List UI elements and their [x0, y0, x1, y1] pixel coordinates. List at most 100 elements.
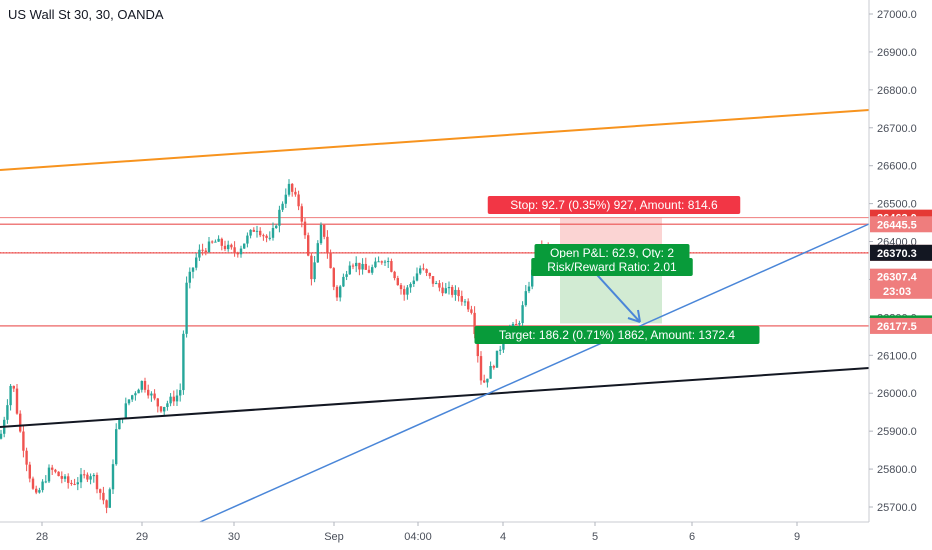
x-tick-label: 4 — [500, 531, 506, 543]
candle-body — [495, 350, 499, 368]
x-tick-label: 6 — [689, 531, 695, 543]
candle-body — [185, 282, 188, 334]
candle-body — [486, 378, 489, 383]
candle-body — [345, 274, 348, 277]
price-tag[interactable] — [870, 317, 932, 334]
candle-body — [60, 476, 63, 479]
countdown-tag — [870, 282, 932, 299]
chart-title: US Wall St 30, 30, OANDA — [8, 7, 164, 22]
candle-body — [227, 244, 230, 250]
candle-body — [153, 393, 156, 399]
candle-body — [470, 309, 473, 313]
candle-body — [294, 191, 297, 195]
y-tick-label: 26600.0 — [877, 161, 917, 173]
candle-body — [457, 289, 460, 297]
candle-body — [217, 238, 220, 242]
pnl-label-group: Open P&L: 62.9, Qty: 2 — [534, 244, 690, 262]
trendlines-layer[interactable] — [0, 109, 870, 523]
candle-body — [303, 221, 307, 236]
candle-body — [38, 490, 41, 493]
candle-body — [252, 229, 255, 232]
x-tick-label: 9 — [794, 531, 800, 543]
candle-body — [182, 333, 185, 391]
candle-body — [310, 255, 313, 280]
candle-body — [438, 283, 441, 288]
candle-body — [156, 398, 159, 407]
y-tick-label: 26700.0 — [877, 123, 917, 135]
candle-body — [131, 395, 134, 400]
candle-body — [527, 286, 531, 292]
candles-layer — [0, 179, 553, 514]
candle-body — [102, 492, 105, 501]
candle-body — [380, 261, 383, 263]
candle-body — [236, 252, 239, 255]
y-tick-label: 27000.0 — [877, 9, 917, 21]
candle-body — [444, 288, 447, 294]
candle-body — [255, 230, 259, 232]
trendline-blue[interactable] — [199, 223, 870, 523]
x-tick-label: 5 — [592, 531, 598, 543]
candle-body — [79, 474, 83, 483]
candle-body — [361, 263, 364, 270]
price-tag[interactable] — [870, 216, 932, 233]
candle-body — [9, 385, 12, 406]
candle-body — [271, 227, 275, 238]
drawings-layer — [0, 217, 869, 327]
candle-body — [70, 482, 73, 484]
candle-body — [460, 296, 463, 302]
candle-body — [383, 261, 387, 263]
candle-body — [172, 396, 175, 402]
candle-body — [326, 236, 329, 254]
candle-body — [419, 268, 422, 274]
trendline-orange[interactable] — [0, 109, 870, 171]
pnl-label: Open P&L: 62.9, Qty: 2 — [550, 246, 674, 260]
y-tick-label: 25700.0 — [877, 502, 917, 514]
candle-body — [92, 474, 95, 477]
trendline-black[interactable] — [0, 367, 870, 428]
candle-body — [137, 389, 140, 394]
candle-body — [207, 241, 211, 253]
y-tick-label: 26900.0 — [877, 47, 917, 59]
price-tag-label: 26307.4 — [877, 272, 918, 284]
candle-body — [246, 235, 249, 244]
price-tag[interactable] — [870, 268, 932, 285]
candle-body — [287, 183, 291, 195]
candle-body — [159, 406, 163, 412]
candle-body — [233, 247, 236, 253]
candle-body — [265, 235, 268, 238]
candle-body — [35, 488, 38, 493]
price-tag[interactable] — [870, 244, 932, 261]
x-tick-label: 04:00 — [404, 531, 432, 543]
candle-body — [374, 261, 377, 268]
candle-body — [415, 273, 419, 281]
candle-body — [83, 474, 86, 476]
candle-body — [204, 250, 207, 253]
candle-body — [281, 203, 284, 210]
rr-label-box — [531, 258, 693, 276]
candle-body — [0, 433, 3, 439]
stop-label-group: Stop: 92.7 (0.35%) 927, Amount: 814.6 — [487, 196, 741, 214]
candle-body — [387, 261, 390, 263]
x-tick-label: 30 — [228, 531, 240, 543]
time-axis[interactable]: 28 29 30 Sep 04:00 4 5 6 9 — [0, 521, 869, 543]
candle-body — [431, 276, 435, 284]
candle-body — [390, 261, 393, 272]
candle-body — [73, 483, 76, 485]
price-axis[interactable]: 27000.0 26900.0 26800.0 26700.0 26600.0 26500… — [868, 0, 932, 522]
candle-body — [86, 474, 89, 480]
candle-body — [239, 248, 243, 255]
candle-body — [51, 467, 54, 470]
candle-body — [492, 365, 495, 368]
candle-body — [275, 225, 278, 228]
target-label-box — [474, 326, 760, 344]
candle-body — [67, 476, 70, 483]
candle-body — [339, 286, 342, 298]
candle-body — [41, 481, 44, 491]
candle-body — [230, 244, 233, 248]
y-tick-label: 26800.0 — [877, 85, 917, 97]
target-label: Target: 186.2 (0.71%) 1862, Amount: 1372… — [499, 328, 735, 342]
candle-body — [195, 257, 198, 268]
candle-body — [163, 406, 166, 412]
candle-body — [201, 249, 204, 251]
